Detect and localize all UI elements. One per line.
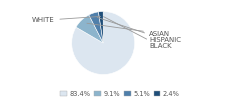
Text: WHITE: WHITE — [32, 16, 101, 23]
Text: ASIAN: ASIAN — [87, 23, 170, 36]
Text: BLACK: BLACK — [104, 17, 172, 49]
Wedge shape — [72, 12, 135, 74]
Wedge shape — [98, 12, 103, 43]
Wedge shape — [89, 12, 103, 43]
Text: HISPANIC: HISPANIC — [97, 18, 181, 42]
Wedge shape — [76, 15, 103, 43]
Legend: 83.4%, 9.1%, 5.1%, 2.4%: 83.4%, 9.1%, 5.1%, 2.4% — [60, 91, 180, 97]
